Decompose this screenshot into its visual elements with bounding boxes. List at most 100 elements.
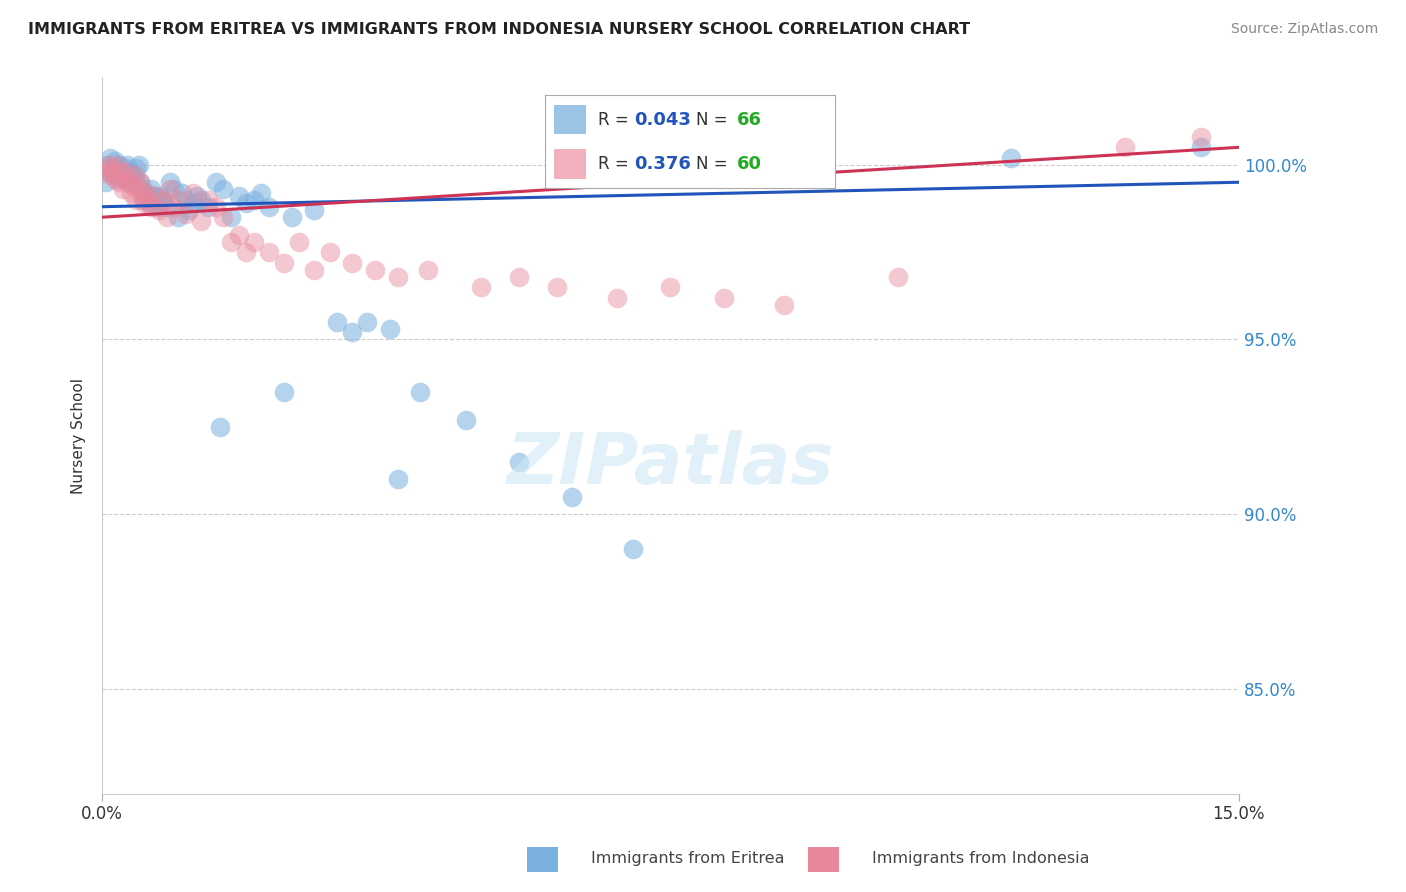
Point — [150, 196, 173, 211]
Point — [242, 193, 264, 207]
Point — [98, 161, 121, 176]
Point — [621, 542, 644, 557]
Point — [136, 189, 159, 203]
Point — [179, 203, 201, 218]
Point — [219, 235, 242, 249]
Point — [131, 189, 153, 203]
Text: Immigrants from Eritrea: Immigrants from Eritrea — [591, 851, 785, 865]
Point — [120, 186, 142, 200]
Point — [120, 165, 142, 179]
Point — [212, 210, 235, 224]
Point — [110, 165, 132, 179]
Point — [1189, 129, 1212, 144]
Point — [454, 413, 477, 427]
Point — [304, 262, 326, 277]
Point — [342, 326, 364, 340]
Point — [128, 158, 150, 172]
Point — [108, 175, 131, 189]
Point — [250, 186, 273, 200]
Text: ZIPatlas: ZIPatlas — [506, 430, 834, 499]
Point — [773, 297, 796, 311]
Point — [280, 210, 302, 224]
Point — [159, 182, 181, 196]
Point — [606, 291, 628, 305]
Point — [97, 158, 120, 172]
Point — [103, 161, 125, 176]
Point — [104, 154, 127, 169]
Point — [143, 193, 166, 207]
Point — [561, 490, 583, 504]
Point — [212, 182, 235, 196]
Point — [139, 196, 162, 211]
Point — [132, 196, 155, 211]
Point — [124, 171, 146, 186]
Point — [273, 384, 295, 399]
Point — [100, 165, 122, 179]
Point — [416, 262, 439, 277]
Point — [143, 189, 166, 203]
Point — [103, 165, 125, 179]
Point — [235, 245, 257, 260]
Point — [181, 186, 204, 200]
Point — [387, 269, 409, 284]
Point — [409, 384, 432, 399]
Point — [228, 227, 250, 242]
Point — [1000, 151, 1022, 165]
Point — [190, 193, 212, 207]
Point — [174, 193, 197, 207]
Point — [167, 193, 190, 207]
Point — [205, 200, 228, 214]
Point — [105, 158, 128, 172]
Point — [713, 291, 735, 305]
Point — [128, 182, 150, 196]
Text: IMMIGRANTS FROM ERITREA VS IMMIGRANTS FROM INDONESIA NURSERY SCHOOL CORRELATION : IMMIGRANTS FROM ERITREA VS IMMIGRANTS FR… — [28, 22, 970, 37]
Point — [94, 175, 117, 189]
Point — [114, 171, 136, 186]
Point — [205, 175, 228, 189]
Point — [228, 189, 250, 203]
Point — [111, 182, 134, 196]
Point — [115, 165, 138, 179]
Point — [141, 200, 163, 214]
Point — [208, 420, 231, 434]
Point — [124, 168, 146, 182]
Point — [146, 200, 169, 214]
Point — [1114, 140, 1136, 154]
Y-axis label: Nursery School: Nursery School — [72, 377, 86, 493]
Point — [141, 182, 163, 196]
Point — [131, 182, 153, 196]
Point — [136, 193, 159, 207]
Point — [125, 193, 148, 207]
Point — [148, 189, 170, 203]
Point — [132, 193, 155, 207]
Point — [100, 168, 122, 182]
Point — [364, 262, 387, 277]
Point — [356, 315, 378, 329]
Point — [887, 269, 910, 284]
Text: Immigrants from Indonesia: Immigrants from Indonesia — [872, 851, 1090, 865]
Point — [186, 189, 208, 203]
Point — [387, 472, 409, 486]
Point — [115, 158, 138, 172]
Point — [159, 175, 181, 189]
Point — [197, 200, 219, 214]
Point — [110, 171, 132, 186]
Point — [1189, 140, 1212, 154]
Point — [167, 210, 190, 224]
Point — [118, 175, 141, 189]
Point — [142, 189, 165, 203]
Point — [304, 203, 326, 218]
Point — [163, 182, 186, 196]
Point — [156, 200, 179, 214]
Point — [152, 193, 174, 207]
Point — [378, 322, 401, 336]
Point — [197, 193, 219, 207]
Point — [508, 269, 530, 284]
Point — [163, 200, 186, 214]
Point — [156, 210, 179, 224]
Point — [170, 186, 193, 200]
Point — [111, 165, 134, 179]
Point — [135, 186, 157, 200]
Point — [181, 196, 204, 211]
Point — [125, 161, 148, 176]
